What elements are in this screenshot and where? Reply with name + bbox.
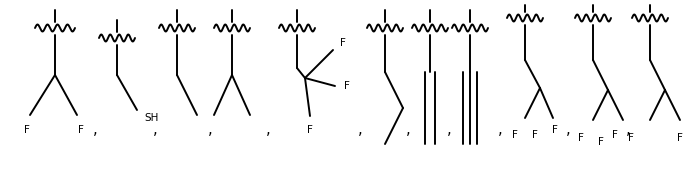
Text: F: F (598, 137, 604, 147)
Text: ,: , (208, 122, 212, 137)
Text: F: F (24, 125, 30, 135)
Text: SH: SH (144, 113, 159, 123)
Text: ,: , (153, 122, 157, 137)
Text: F: F (344, 81, 350, 91)
Text: ,: , (93, 122, 97, 137)
Text: F: F (512, 130, 518, 140)
Text: ,: , (565, 122, 570, 137)
Text: ,: , (447, 122, 452, 137)
Text: F: F (340, 38, 346, 48)
Text: F: F (307, 125, 313, 135)
Text: F: F (552, 125, 558, 135)
Text: F: F (578, 133, 584, 143)
Text: ,: , (406, 122, 410, 137)
Text: ,: , (357, 122, 362, 137)
Text: F: F (78, 125, 84, 135)
Text: F: F (612, 130, 618, 140)
Text: ,: , (498, 122, 503, 137)
Text: ,: , (266, 122, 270, 137)
Text: F: F (677, 133, 683, 143)
Text: F: F (532, 130, 538, 140)
Text: F: F (628, 133, 634, 143)
Text: ,: , (625, 122, 630, 137)
